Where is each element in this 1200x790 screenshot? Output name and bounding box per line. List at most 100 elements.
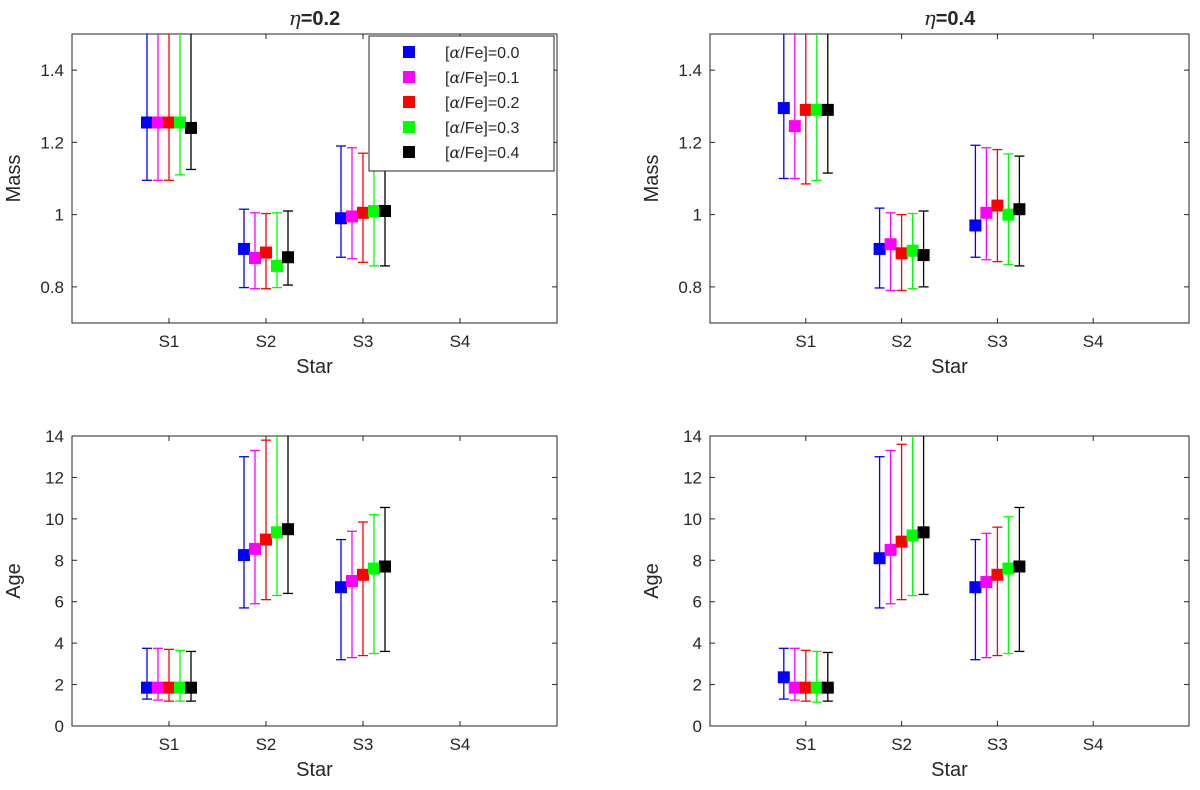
- legend-marker: [403, 46, 415, 58]
- legend-label: [α/Fe]=0.1: [445, 68, 520, 87]
- data-point: [346, 210, 358, 223]
- data-point: [335, 581, 347, 594]
- title-symbol: η: [924, 6, 936, 30]
- panel-title: η=0.2: [289, 6, 340, 30]
- y-tick-label: 0: [693, 717, 702, 736]
- legend-label-pre: [: [445, 70, 450, 87]
- x-tick-label: S1: [795, 735, 816, 754]
- data-point: [152, 681, 164, 694]
- axes-box: [709, 33, 1190, 324]
- x-tick-label: S1: [159, 332, 180, 351]
- data-point: [1002, 208, 1015, 221]
- x-tick-label: S3: [987, 332, 1008, 351]
- data-point: [141, 116, 153, 129]
- data-point: [368, 205, 380, 218]
- y-tick-label: 4: [693, 634, 702, 653]
- axes-box: [709, 435, 1190, 727]
- legend-label-post: /Fe]=0.3: [460, 120, 519, 137]
- series-2: [163, 439, 369, 702]
- x-axis-label: Star: [931, 356, 968, 378]
- series-4: [821, 436, 1026, 702]
- series-3: [810, 34, 1015, 290]
- legend-label-alpha: α: [449, 93, 460, 112]
- y-axis-label: Mass: [3, 155, 25, 203]
- y-tick-label: 0.8: [40, 278, 64, 297]
- y-tick-label: 1.2: [678, 133, 702, 152]
- y-axis-label: Age: [3, 563, 25, 599]
- data-point: [379, 560, 391, 573]
- series-0: [777, 34, 982, 289]
- y-tick-label: 1.2: [40, 133, 64, 152]
- axes-box: [71, 33, 558, 324]
- data-point: [799, 103, 812, 116]
- panel-title: η=0.4: [924, 6, 976, 30]
- series-1: [152, 34, 358, 290]
- data-point: [895, 247, 908, 260]
- legend-marker: [403, 146, 415, 158]
- series-2: [799, 34, 1004, 292]
- y-tick-label: 2: [693, 676, 702, 695]
- x-axis-label: Star: [296, 759, 333, 781]
- series-2: [799, 443, 1004, 702]
- data-point: [810, 103, 823, 116]
- data-point: [238, 242, 250, 255]
- y-tick-label: 1.4: [40, 61, 64, 80]
- y-tick-label: 8: [55, 551, 64, 570]
- data-point: [969, 219, 982, 232]
- data-point: [163, 681, 175, 694]
- data-point: [249, 542, 261, 555]
- y-tick-label: 12: [45, 468, 64, 487]
- series-4: [185, 34, 391, 286]
- legend-label: [α/Fe]=0.2: [445, 93, 520, 112]
- data-point: [810, 681, 823, 694]
- data-point: [906, 244, 919, 257]
- series-0: [141, 456, 347, 700]
- legend-label: [α/Fe]=0.3: [445, 118, 520, 137]
- y-tick-label: 6: [55, 593, 64, 612]
- data-point: [152, 116, 164, 129]
- data-point: [238, 549, 250, 562]
- legend-label-pre: [: [445, 145, 450, 162]
- data-point: [249, 251, 261, 264]
- data-point: [917, 249, 930, 262]
- legend-marker: [403, 121, 415, 133]
- legend-label-post: /Fe]=0.4: [460, 145, 519, 162]
- data-point: [991, 199, 1004, 212]
- x-tick-label: S3: [987, 735, 1008, 754]
- data-point: [991, 568, 1004, 581]
- series-1: [152, 449, 358, 701]
- data-point: [335, 212, 347, 225]
- y-tick-label: 12: [683, 468, 702, 487]
- data-point: [777, 671, 790, 684]
- y-tick-label: 0: [55, 717, 64, 736]
- data-point: [260, 533, 272, 546]
- data-point: [969, 581, 982, 594]
- title-value: =0.2: [301, 8, 340, 30]
- title-value: =0.4: [936, 8, 976, 30]
- data-point: [1013, 560, 1026, 573]
- y-tick-label: 4: [55, 634, 64, 653]
- legend-label-alpha: α: [449, 118, 460, 137]
- y-tick-label: 2: [55, 676, 64, 695]
- data-point: [260, 246, 272, 259]
- x-tick-label: S1: [159, 735, 180, 754]
- data-point: [895, 535, 908, 548]
- data-point: [873, 552, 886, 565]
- data-point: [163, 116, 175, 129]
- legend-label: [α/Fe]=0.4: [445, 143, 520, 162]
- x-axis-label: Star: [296, 356, 333, 378]
- y-tick-label: 1: [693, 206, 702, 225]
- series-2: [163, 34, 369, 290]
- legend-label-post: /Fe]=0.2: [460, 95, 519, 112]
- axes-box: [71, 435, 558, 727]
- panel-4: 0 2 4 6 8 10 12 14 S1 S2 S3 S4 Star Age: [641, 427, 1190, 781]
- data-point: [174, 116, 186, 129]
- legend-marker: [403, 96, 415, 108]
- data-point: [788, 120, 801, 133]
- legend-label-post: /Fe]=0.0: [460, 45, 519, 62]
- y-tick-label: 14: [45, 427, 64, 446]
- x-tick-label: S4: [450, 332, 471, 351]
- legend: [α/Fe]=0.0[α/Fe]=0.1[α/Fe]=0.2[α/Fe]=0.3…: [368, 35, 555, 172]
- x-tick-label: S2: [891, 332, 912, 351]
- data-point: [906, 529, 919, 542]
